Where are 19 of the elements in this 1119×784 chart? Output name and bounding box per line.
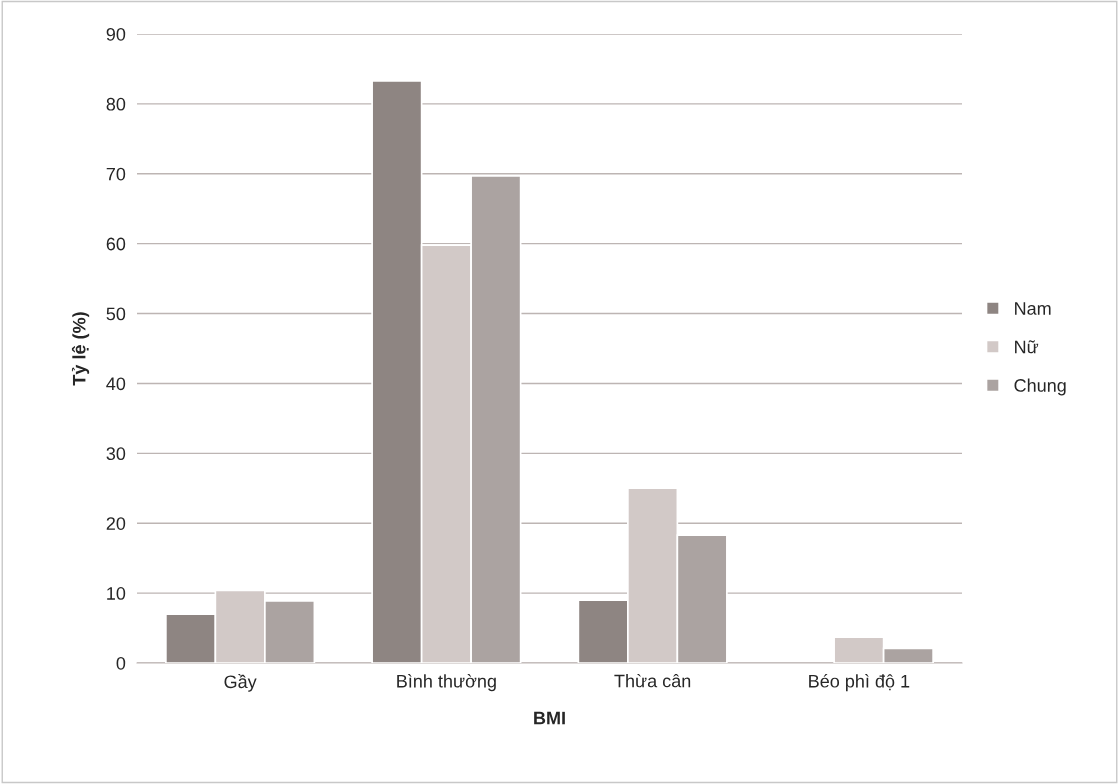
y-tick-label: 50: [106, 307, 126, 321]
y-tick-label: 0: [116, 656, 126, 670]
x-tick-label: Thừa cân: [614, 673, 691, 688]
legend-label: Nữ: [1015, 340, 1039, 354]
y-tick-label: 40: [106, 377, 126, 391]
y-axis-title: Tỷ lệ (%): [71, 312, 90, 386]
y-tick-label: 80: [106, 97, 126, 111]
y-tick-label: 60: [106, 237, 126, 251]
x-tick-label: Bình thường: [397, 674, 496, 692]
x-tick-label: Gầy: [224, 674, 257, 692]
y-tick-label: 30: [106, 447, 126, 461]
legend-label: Nam: [1015, 302, 1051, 315]
y-tick-label: 20: [106, 517, 126, 530]
legend-label: Chung: [1014, 378, 1066, 396]
y-tick-label: 70: [106, 167, 126, 181]
y-tick-label: 90: [106, 27, 126, 41]
x-axis-title: BMI: [534, 711, 565, 725]
y-tick-label: 10: [107, 587, 126, 600]
x-tick-label: Béo phì độ 1: [809, 674, 910, 692]
